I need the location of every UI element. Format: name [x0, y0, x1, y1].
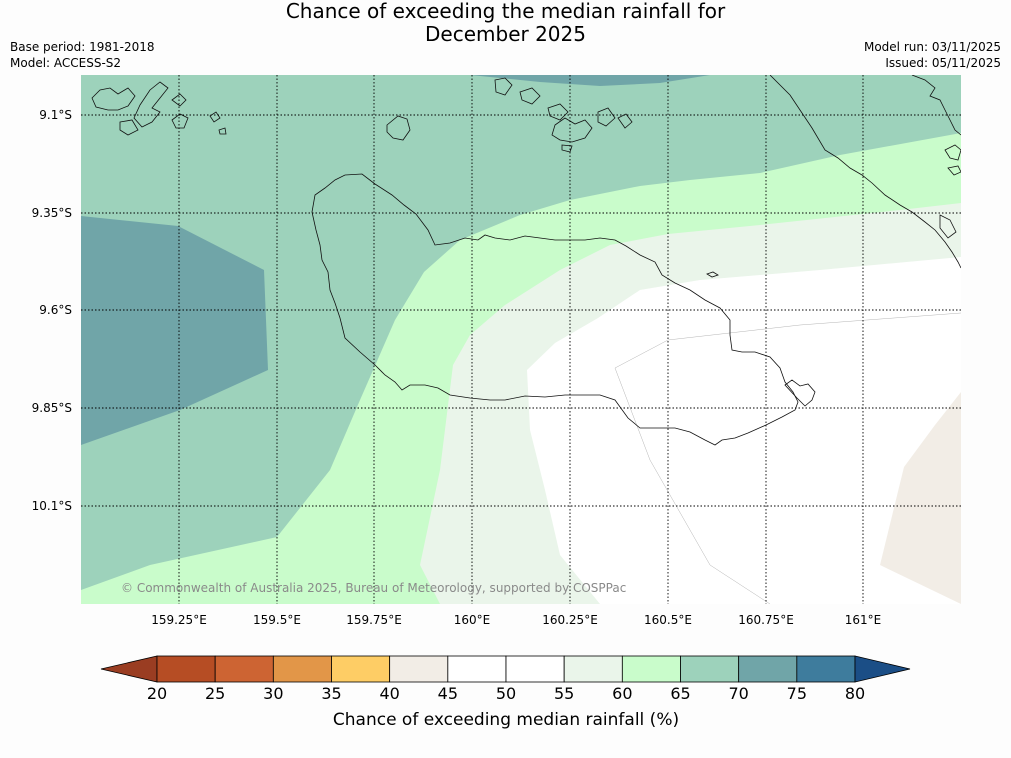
latitude-tick-label: 10.1°S	[32, 499, 72, 513]
title-line-1: Chance of exceeding the median rainfall …	[285, 0, 726, 23]
longitude-tick-label: 160°E	[454, 613, 491, 627]
colorbar-segment	[680, 655, 740, 683]
colorbar-tick-label: 20	[147, 684, 167, 703]
model-run-text: Model run: 03/11/2025	[863, 40, 1001, 54]
colorbar-tick-label: 40	[379, 684, 399, 703]
colorbar-extend-low	[100, 655, 158, 683]
colorbar-tick-label: 70	[728, 684, 748, 703]
colorbar	[100, 655, 911, 683]
colorbar-segment	[505, 655, 565, 683]
region-40-45	[880, 392, 961, 604]
colorbar-tick-label: 45	[438, 684, 458, 703]
region-70-75-north	[470, 75, 710, 86]
coastline-northeast	[769, 75, 961, 269]
meta-left: Base period: 1981-2018 Model: ACCESS-S2	[10, 39, 155, 71]
colorbar-segment	[447, 655, 507, 683]
colorbar-tick-label: 35	[321, 684, 341, 703]
attribution-text: © Commonwealth of Australia 2025, Bureau…	[121, 581, 626, 595]
colorbar-segment	[738, 655, 798, 683]
latitude-tick-label: 9.1°S	[39, 108, 72, 122]
latitude-tick-label: 9.35°S	[32, 206, 72, 220]
colorbar-ticks: 20 25 30 35 40 45 50 55 60 65 70 75 80	[147, 684, 865, 703]
colorbar-segment	[796, 655, 856, 683]
model-text: Model: ACCESS-S2	[10, 56, 122, 70]
coastline-nw-islands	[91, 87, 136, 111]
colorbar-tick-label: 80	[845, 684, 865, 703]
title-line-2: December 2025	[425, 22, 586, 46]
base-period-text: Base period: 1981-2018	[10, 40, 155, 54]
latitude-labels: 9.1°S 9.35°S 9.6°S 9.85°S 10.1°S	[32, 108, 72, 513]
longitude-tick-label: 161°E	[845, 613, 882, 627]
region-70-75-west	[81, 216, 268, 445]
longitude-tick-label: 159.25°E	[151, 613, 207, 627]
longitude-tick-label: 159.5°E	[253, 613, 301, 627]
region-45-55	[527, 257, 961, 604]
latitude-tick-label: 9.85°S	[32, 401, 72, 415]
colorbar-segment	[621, 655, 681, 683]
colorbar-tick-label: 75	[787, 684, 807, 703]
colorbar-segment	[214, 655, 274, 683]
longitude-tick-label: 160.5°E	[644, 613, 692, 627]
contour-line	[614, 312, 961, 604]
colorbar-tick-label: 25	[205, 684, 225, 703]
latitude-tick-label: 9.6°S	[39, 303, 72, 317]
meta-right: Model run: 03/11/2025 Issued: 05/11/2025	[864, 39, 1001, 71]
colorbar-label: Chance of exceeding median rainfall (%)	[333, 710, 679, 730]
colorbar-tick-label: 50	[496, 684, 516, 703]
colorbar-segment	[389, 655, 449, 683]
chart-title: Chance of exceeding the median rainfall …	[0, 0, 1011, 46]
colorbar-segment	[272, 655, 332, 683]
colorbar-tick-label: 65	[670, 684, 690, 703]
longitude-tick-label: 159.75°E	[346, 613, 402, 627]
colorbar-tick-label: 30	[263, 684, 283, 703]
map-area: © Commonwealth of Australia 2025, Bureau…	[81, 75, 961, 604]
longitude-tick-label: 160.25°E	[542, 613, 598, 627]
colorbar-segment	[563, 655, 623, 683]
colorbar-tick-label: 55	[554, 684, 574, 703]
colorbar-extend-high	[854, 655, 911, 683]
colorbar-tick-label: 60	[612, 684, 632, 703]
colorbar-segment	[156, 655, 216, 683]
longitude-labels: 159.25°E 159.5°E 159.75°E 160°E 160.25°E 160.…	[151, 613, 881, 627]
map-gridlines	[81, 75, 961, 604]
issued-text: Issued: 05/11/2025	[885, 56, 1001, 70]
longitude-tick-label: 160.75°E	[738, 613, 794, 627]
colorbar-segment	[331, 655, 391, 683]
